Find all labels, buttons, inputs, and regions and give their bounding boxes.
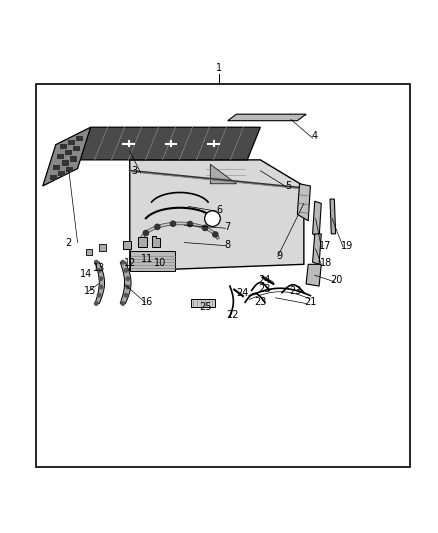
Polygon shape: [120, 262, 131, 303]
Circle shape: [143, 230, 148, 236]
Polygon shape: [191, 299, 215, 306]
Bar: [76, 136, 83, 141]
Text: 10: 10: [154, 258, 166, 268]
Text: 24: 24: [237, 288, 249, 298]
Circle shape: [97, 269, 101, 272]
Circle shape: [126, 277, 130, 280]
Circle shape: [99, 277, 102, 280]
Text: 20: 20: [330, 276, 343, 286]
Polygon shape: [78, 127, 260, 160]
Polygon shape: [313, 201, 321, 238]
Text: 23: 23: [258, 284, 271, 294]
Polygon shape: [306, 264, 321, 286]
Bar: [57, 154, 64, 159]
Text: 11: 11: [141, 254, 153, 264]
Bar: [53, 165, 60, 169]
Circle shape: [187, 221, 193, 227]
Polygon shape: [138, 237, 147, 247]
Bar: [50, 175, 57, 180]
Circle shape: [202, 225, 208, 230]
Text: 9: 9: [277, 251, 283, 261]
Text: 12: 12: [124, 258, 136, 268]
Text: 18: 18: [319, 258, 332, 268]
Bar: [60, 144, 67, 149]
Text: 23: 23: [254, 297, 267, 307]
Polygon shape: [330, 199, 336, 234]
Text: 25: 25: [200, 302, 212, 312]
Text: 7: 7: [225, 222, 231, 232]
Polygon shape: [228, 114, 306, 120]
Polygon shape: [210, 164, 237, 184]
Polygon shape: [297, 184, 311, 221]
Polygon shape: [193, 160, 260, 186]
Text: 24: 24: [258, 276, 271, 286]
Circle shape: [213, 232, 218, 237]
Bar: [73, 146, 80, 151]
Text: 5: 5: [286, 181, 292, 191]
Polygon shape: [152, 236, 160, 247]
Polygon shape: [95, 262, 105, 303]
Text: 13: 13: [93, 263, 106, 273]
Text: 4: 4: [312, 131, 318, 141]
Text: 6: 6: [216, 205, 222, 215]
Circle shape: [121, 261, 124, 264]
Bar: [36, 84, 410, 467]
Text: 2: 2: [66, 238, 72, 247]
Text: 15: 15: [85, 286, 97, 296]
Polygon shape: [130, 251, 176, 271]
Text: 21: 21: [304, 297, 317, 307]
Circle shape: [170, 221, 176, 227]
Bar: [58, 171, 65, 176]
Circle shape: [124, 269, 127, 272]
Text: 3: 3: [131, 166, 137, 176]
Polygon shape: [193, 160, 260, 186]
Circle shape: [124, 294, 127, 297]
Bar: [67, 167, 74, 172]
Circle shape: [205, 211, 220, 227]
Text: 14: 14: [80, 269, 92, 279]
Circle shape: [95, 302, 98, 305]
Polygon shape: [43, 127, 91, 186]
Text: 16: 16: [141, 297, 153, 307]
Circle shape: [95, 261, 98, 264]
Bar: [68, 140, 75, 145]
Text: 8: 8: [225, 240, 231, 250]
Bar: [99, 244, 106, 251]
Text: 19: 19: [341, 240, 353, 251]
Circle shape: [155, 224, 160, 230]
Circle shape: [121, 302, 124, 305]
Circle shape: [97, 294, 101, 297]
Bar: [65, 150, 72, 155]
Bar: [86, 249, 92, 255]
Circle shape: [99, 285, 102, 289]
Polygon shape: [130, 160, 304, 271]
Text: 22: 22: [226, 310, 238, 320]
Bar: [62, 160, 68, 166]
Polygon shape: [123, 241, 131, 249]
Circle shape: [126, 285, 130, 289]
Text: 17: 17: [319, 240, 332, 251]
Text: 23: 23: [289, 286, 301, 296]
Text: 1: 1: [216, 63, 222, 74]
Bar: [70, 156, 77, 161]
Polygon shape: [313, 234, 321, 264]
